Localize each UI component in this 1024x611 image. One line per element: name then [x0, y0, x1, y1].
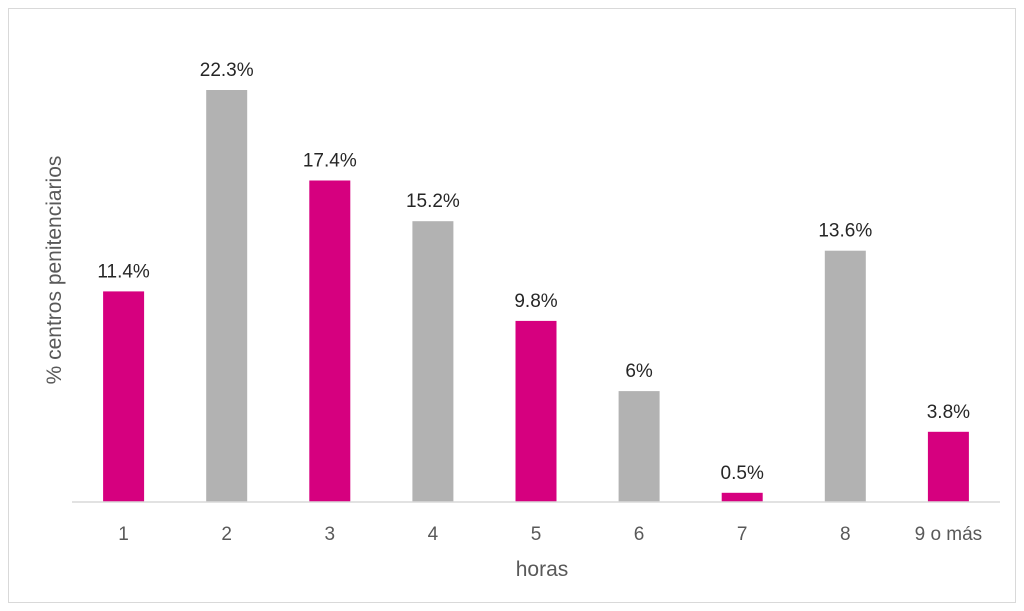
data-labels-group: 11.4% 22.3% 17.4% 15.2% 9.8% 6% 0.5% 13.6% 3.8% [97, 60, 970, 484]
x-tick-label-4: 4 [428, 524, 439, 545]
bar-1 [103, 291, 145, 502]
y-axis-title: % centros penitenciarios [43, 156, 66, 385]
x-tick-label-8: 8 [840, 524, 851, 545]
x-tick-label-5: 5 [531, 524, 542, 545]
bar-9 [927, 431, 969, 502]
data-label-6: 6% [625, 361, 653, 382]
bar-2 [206, 90, 248, 502]
data-label-2: 22.3% [200, 60, 254, 81]
x-tick-labels-group: 1 2 3 4 5 6 7 8 9 o más [118, 524, 982, 545]
bar-4 [412, 221, 454, 502]
bar-8 [824, 250, 866, 502]
x-tick-label-7: 7 [737, 524, 748, 545]
bar-5 [515, 320, 557, 502]
bar-6 [618, 391, 660, 502]
bars-group [103, 90, 969, 502]
x-axis-title: horas [516, 558, 569, 581]
x-tick-label-3: 3 [325, 524, 336, 545]
data-label-7: 0.5% [721, 463, 764, 484]
data-label-3: 17.4% [303, 151, 357, 172]
data-label-4: 15.2% [406, 191, 460, 212]
x-tick-label-2: 2 [221, 524, 232, 545]
bar-7 [721, 492, 763, 502]
bar-3 [309, 180, 351, 502]
x-tick-label-9: 9 o más [915, 524, 983, 545]
x-tick-label-6: 6 [634, 524, 645, 545]
data-label-1: 11.4% [97, 261, 150, 282]
data-label-8: 13.6% [818, 221, 872, 242]
data-label-5: 9.8% [514, 291, 557, 312]
data-label-9: 3.8% [927, 402, 970, 423]
x-tick-label-1: 1 [118, 524, 129, 545]
